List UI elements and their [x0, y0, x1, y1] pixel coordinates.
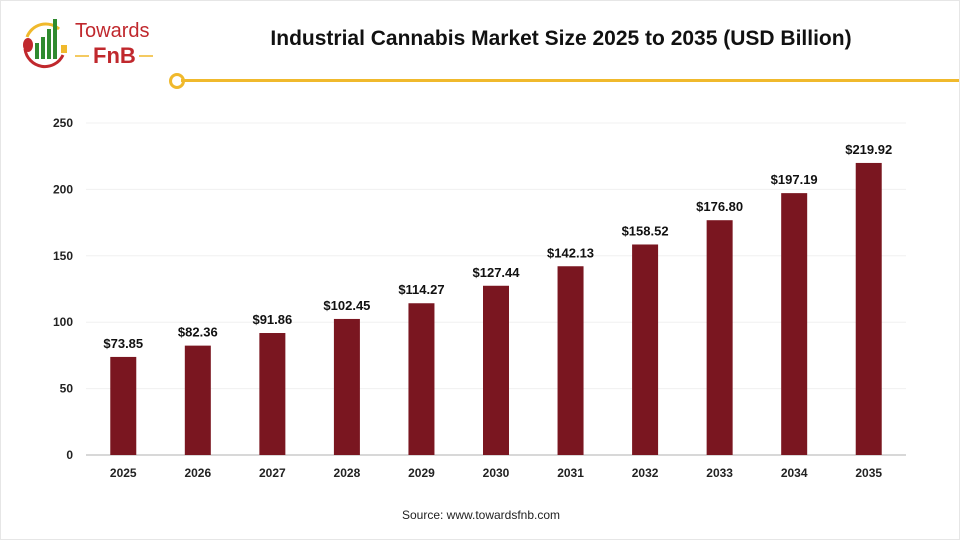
bar — [557, 266, 584, 455]
x-tick-label: 2025 — [110, 466, 137, 480]
bar — [110, 356, 137, 455]
x-tick-label: 2033 — [706, 466, 733, 480]
bar — [781, 193, 808, 455]
data-label: $73.85 — [103, 336, 143, 351]
bar — [259, 333, 286, 455]
x-tick-label: 2029 — [408, 466, 435, 480]
data-label: $91.86 — [252, 312, 292, 327]
x-tick-label: 2032 — [632, 466, 659, 480]
x-tick-label: 2030 — [483, 466, 510, 480]
bar — [408, 303, 435, 455]
y-tick-label: 150 — [53, 249, 73, 263]
data-label: $82.36 — [178, 325, 218, 340]
bar — [855, 162, 882, 456]
data-label: $127.44 — [473, 265, 521, 280]
data-label: $219.92 — [845, 142, 892, 157]
bar — [483, 285, 509, 455]
bar — [632, 244, 659, 455]
x-tick-label: 2034 — [781, 466, 808, 480]
data-label: $102.45 — [323, 298, 370, 313]
source-note: Source: www.towardsfnb.com — [401, 508, 561, 522]
chart-title: Industrial Cannabis Market Size 2025 to … — [270, 27, 852, 50]
towards-fnb-logo: Towards FnB — [23, 19, 153, 69]
y-tick-label: 250 — [53, 116, 73, 130]
bar — [184, 345, 211, 455]
bar — [333, 318, 360, 455]
y-tick-label: 200 — [53, 182, 73, 196]
x-tick-label: 2027 — [259, 466, 286, 480]
x-tick-label: 2035 — [855, 466, 882, 480]
logo-text-line1: Towards — [75, 20, 149, 42]
data-label: $142.13 — [547, 245, 594, 260]
logo-text-line2: FnB — [93, 43, 136, 68]
data-label: $197.19 — [771, 172, 818, 187]
y-tick-label: 50 — [60, 382, 74, 396]
y-tick-label: 100 — [53, 315, 73, 329]
x-tick-label: 2026 — [184, 466, 211, 480]
x-tick-label: 2031 — [557, 466, 584, 480]
data-label: $158.52 — [622, 223, 669, 238]
title-rule — [181, 79, 959, 82]
x-tick-label: 2028 — [334, 466, 361, 480]
data-label: $176.80 — [696, 199, 743, 214]
y-tick-label: 0 — [66, 448, 73, 462]
bar — [706, 220, 733, 455]
data-label: $114.27 — [398, 282, 444, 297]
